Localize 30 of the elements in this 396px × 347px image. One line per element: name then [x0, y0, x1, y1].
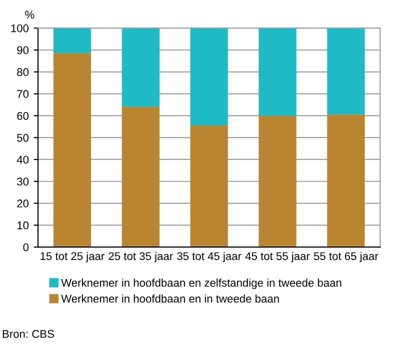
x-tick-label: 25 tot 35 jaar: [108, 252, 173, 262]
x-tick-label: 35 tot 45 jaar: [177, 252, 242, 262]
y-axis-title: %: [25, 10, 34, 19]
y-tick-label: 30: [17, 178, 29, 186]
y-tick-label: 100: [11, 24, 29, 32]
y-tick-label: 40: [16, 156, 29, 164]
x-tick-label: 15 tot 25 jaar: [40, 252, 104, 262]
legend-label: Werknemer in hoofdbaan en zelfstandige in tweede baan: [61, 278, 342, 289]
bar: [258, 28, 296, 116]
y-tick-label: 10: [17, 221, 29, 230]
legend-label: Werknemer in hoofdbaan en in tweede baan: [61, 294, 279, 303]
bar: [258, 116, 296, 248]
y-tick-label: 20: [17, 200, 29, 208]
bar: [190, 126, 228, 248]
bar: [190, 28, 228, 126]
bar: [53, 53, 92, 248]
bar: [53, 28, 92, 54]
text: Bron: CBS: [2, 330, 54, 338]
y-tick-label: 90: [17, 46, 29, 54]
y-tick-label: 50: [17, 134, 29, 142]
y-tick-label: 0: [23, 243, 29, 252]
x-tick-label: 55 tot 65 jaar: [314, 252, 378, 262]
y-tick-label: 60: [17, 112, 29, 120]
x-tick-label: 45 tot 55 jaar: [245, 252, 310, 262]
bar: [122, 106, 160, 248]
y-tick-label: 70: [17, 90, 29, 98]
y-tick-label: 80: [17, 68, 29, 76]
bar: [327, 114, 365, 248]
bar: [327, 28, 365, 115]
bar: [122, 28, 160, 107]
